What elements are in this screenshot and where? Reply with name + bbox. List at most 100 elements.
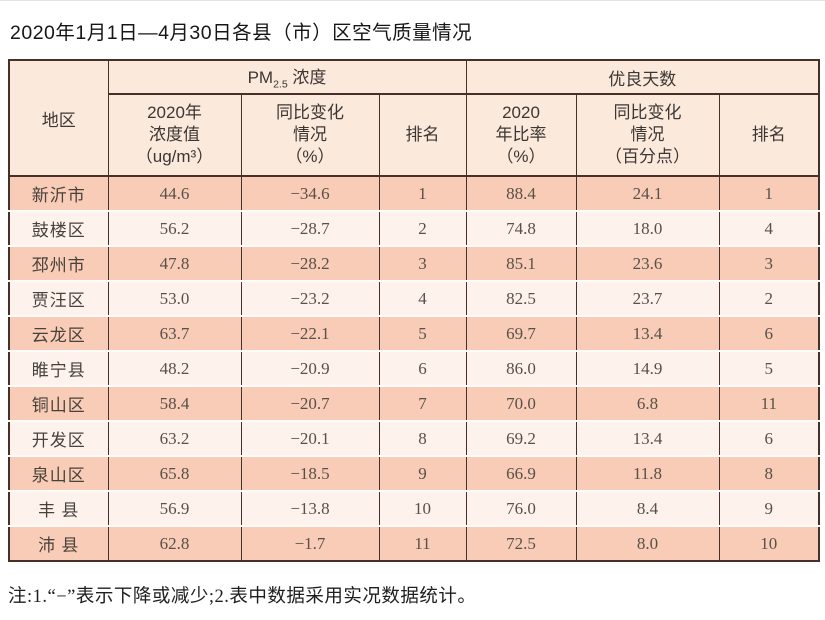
col-header-gooddays-rank: 排名 (718, 94, 820, 177)
gooddays-change-cell: 8.4 (575, 490, 720, 526)
pm25-rank-cell: 9 (378, 455, 467, 491)
gooddays-change-cell: 23.7 (575, 280, 720, 316)
gooddays-rank-cell: 6 (718, 315, 820, 351)
air-quality-table: 地区 PM2.5 浓度 优良天数 2020年 浓度值 （ug/m³） 同比变化 … (8, 59, 821, 562)
pm25-change-cell: −13.8 (240, 490, 380, 526)
gooddays-rank-cell: 10 (718, 525, 820, 561)
gooddays-change-cell: 13.4 (575, 420, 720, 456)
gooddays-rate-cell: 88.4 (465, 176, 577, 211)
pm25-rank-cell: 6 (378, 350, 467, 386)
gooddays-change-cell: 23.6 (575, 245, 720, 281)
pm25-change-cell: −20.1 (240, 420, 380, 456)
region-cell: 泉山区 (8, 455, 109, 491)
gooddays-rate-cell: 74.8 (465, 210, 577, 246)
gooddays-rank-cell: 1 (718, 176, 820, 211)
gooddays-change-cell: 13.4 (575, 315, 720, 351)
group-header-good-days: 优良天数 (465, 60, 820, 95)
pm25-value-cell: 65.8 (107, 455, 242, 491)
table-row: 丰 县 56.9 −13.8 10 76.0 8.4 9 (8, 490, 820, 526)
col-header-pm25-rank: 排名 (378, 94, 467, 177)
gooddays-rate-cell: 70.0 (465, 385, 577, 421)
table-row: 鼓楼区 56.2 −28.7 2 74.8 18.0 4 (8, 210, 820, 246)
pm25-change-cell: −34.6 (240, 176, 380, 211)
pm25-value-cell: 62.8 (107, 525, 242, 561)
gooddays-rate-cell: 66.9 (465, 455, 577, 491)
region-cell: 云龙区 (8, 315, 109, 351)
pm25-value-cell: 63.2 (107, 420, 242, 456)
table-header: 地区 PM2.5 浓度 优良天数 2020年 浓度值 （ug/m³） 同比变化 … (8, 60, 820, 177)
gooddays-change-cell: 8.0 (575, 525, 720, 561)
pm25-value-cell: 58.4 (107, 385, 242, 421)
pm25-value-cell: 56.2 (107, 210, 242, 246)
pm25-rank-cell: 8 (378, 420, 467, 456)
gooddays-change-cell: 14.9 (575, 350, 720, 386)
table-row: 铜山区 58.4 −20.7 7 70.0 6.8 11 (8, 385, 820, 421)
col-header-pm25-change: 同比变化 情况 （%） (240, 94, 380, 177)
table-body: 新沂市 44.6 −34.6 1 88.4 24.1 1 鼓楼区 56.2 −2… (8, 176, 820, 561)
pm25-rank-cell: 7 (378, 385, 467, 421)
table-row: 贾汪区 53.0 −23.2 4 82.5 23.7 2 (8, 280, 820, 316)
region-cell: 丰 县 (8, 490, 109, 526)
region-cell: 新沂市 (8, 176, 109, 211)
gooddays-rate-cell: 69.7 (465, 315, 577, 351)
region-cell: 邳州市 (8, 245, 109, 281)
pm25-value-cell: 63.7 (107, 315, 242, 351)
column-header-row: 2020年 浓度值 （ug/m³） 同比变化 情况 （%） 排名 2020 年比… (9, 94, 820, 177)
pm25-value-cell: 48.2 (107, 350, 242, 386)
pm25-change-cell: −20.9 (240, 350, 380, 386)
pm25-label-subscript: 2.5 (273, 78, 288, 91)
gooddays-rank-cell: 8 (718, 455, 820, 491)
region-cell: 沛 县 (8, 525, 109, 561)
pm25-rank-cell: 5 (378, 315, 467, 351)
region-cell: 鼓楼区 (8, 210, 109, 246)
gooddays-rate-cell: 72.5 (465, 525, 577, 561)
pm25-value-cell: 53.0 (107, 280, 242, 316)
gooddays-rank-cell: 5 (718, 350, 820, 386)
pm25-value-cell: 44.6 (107, 176, 242, 211)
col-header-pm25-value: 2020年 浓度值 （ug/m³） (107, 94, 242, 177)
gooddays-rate-cell: 76.0 (465, 490, 577, 526)
footnote: 注:1.“−”表示下降或减少;2.表中数据采用实况数据统计。 (8, 587, 477, 607)
group-header-row: 地区 PM2.5 浓度 优良天数 (8, 60, 820, 177)
gooddays-rate-cell: 69.2 (465, 420, 577, 456)
pm25-label-prefix: PM (247, 68, 274, 88)
table-row: 泉山区 65.8 −18.5 9 66.9 11.8 8 (8, 455, 820, 491)
table-row: 睢宁县 48.2 −20.9 6 86.0 14.9 5 (8, 350, 820, 386)
corner-header-region: 地区 (8, 60, 109, 177)
group-header-pm25: PM2.5 浓度 (107, 60, 467, 95)
gooddays-rank-cell: 6 (718, 420, 820, 456)
gooddays-rate-cell: 86.0 (465, 350, 577, 386)
table-row: 邳州市 47.8 −28.2 3 85.1 23.6 3 (8, 245, 820, 281)
table-row: 沛 县 62.8 −1.7 11 72.5 8.0 10 (8, 525, 820, 561)
pm25-rank-cell: 11 (378, 525, 467, 561)
table-row: 开发区 63.2 −20.1 8 69.2 13.4 6 (8, 420, 820, 456)
pm25-label-suffix: 浓度 (287, 68, 327, 88)
gooddays-rank-cell: 3 (718, 245, 820, 281)
table-row: 新沂市 44.6 −34.6 1 88.4 24.1 1 (8, 176, 820, 211)
gooddays-rate-cell: 85.1 (465, 245, 577, 281)
page-title: 2020年1月1日—4月30日各县（市）区空气质量情况 (10, 22, 473, 44)
pm25-rank-cell: 2 (378, 210, 467, 246)
region-cell: 开发区 (8, 420, 109, 456)
region-cell: 睢宁县 (8, 350, 109, 386)
pm25-value-cell: 56.9 (107, 490, 242, 526)
pm25-change-cell: −28.7 (240, 210, 380, 246)
pm25-change-cell: −28.2 (240, 245, 380, 281)
gooddays-change-cell: 6.8 (575, 385, 720, 421)
table-row: 云龙区 63.7 −22.1 5 69.7 13.4 6 (8, 315, 820, 351)
gooddays-change-cell: 11.8 (575, 455, 720, 491)
pm25-value-cell: 47.8 (107, 245, 242, 281)
pm25-change-cell: −22.1 (240, 315, 380, 351)
pm25-change-cell: −18.5 (240, 455, 380, 491)
region-cell: 贾汪区 (8, 280, 109, 316)
region-cell: 铜山区 (8, 385, 109, 421)
gooddays-rank-cell: 2 (718, 280, 820, 316)
pm25-change-cell: −23.2 (240, 280, 380, 316)
pm25-rank-cell: 10 (378, 490, 467, 526)
col-header-gooddays-rate: 2020 年比率 （%） (465, 94, 577, 177)
gooddays-change-cell: 18.0 (575, 210, 720, 246)
gooddays-rate-cell: 82.5 (465, 280, 577, 316)
pm25-change-cell: −20.7 (240, 385, 380, 421)
pm25-rank-cell: 3 (378, 245, 467, 281)
